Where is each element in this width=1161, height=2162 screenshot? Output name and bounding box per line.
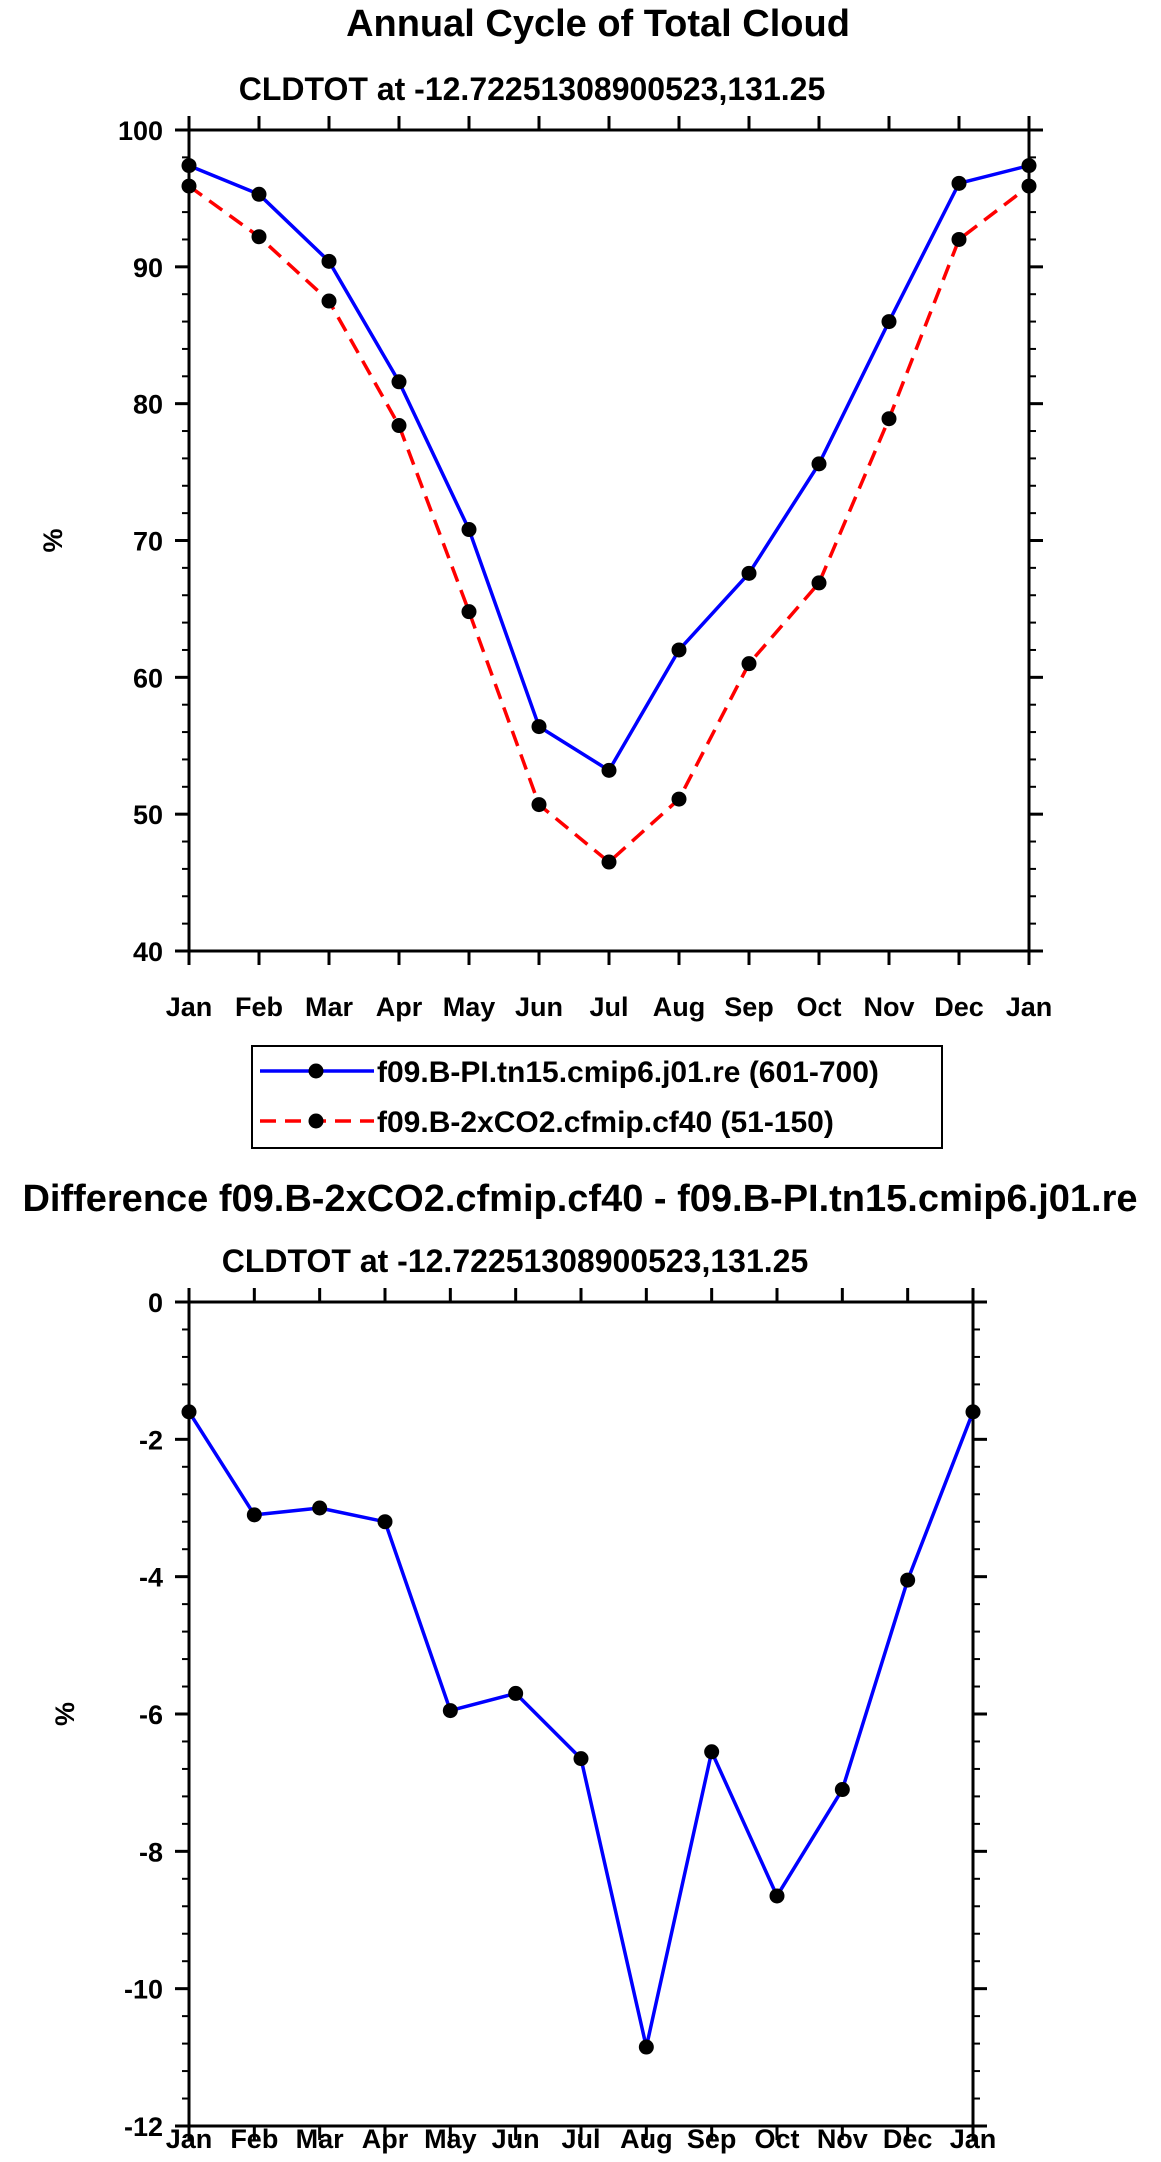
- y-tick-label: -6: [139, 1700, 163, 1730]
- data-point: [246, 1507, 262, 1523]
- data-point: [1021, 158, 1037, 174]
- x-tick-label: Sep: [687, 2124, 737, 2154]
- x-tick-label: Nov: [817, 2124, 868, 2154]
- y-tick-label: 0: [148, 1288, 163, 1318]
- x-tick-label: Jan: [1006, 992, 1053, 1022]
- data-point: [741, 565, 757, 581]
- data-point: [321, 253, 337, 269]
- y-tick-label: -12: [124, 2112, 163, 2142]
- y-tick-label: 100: [118, 116, 163, 146]
- y-tick-label: -10: [124, 1975, 163, 2005]
- chart-title: Annual Cycle of Total Cloud: [346, 3, 850, 45]
- data-point: [391, 418, 407, 434]
- data-point: [573, 1751, 589, 1767]
- series-line-2: [187, 184, 1031, 864]
- x-tick-label: Mar: [296, 2124, 345, 2154]
- series-line-1: [188, 163, 1030, 773]
- data-point: [834, 1782, 850, 1798]
- data-point: [601, 854, 617, 870]
- data-point: [251, 186, 267, 202]
- data-point: [461, 522, 477, 538]
- data-point: [531, 719, 547, 735]
- legend-marker: [308, 1113, 324, 1129]
- x-tick-label: Oct: [754, 2124, 799, 2154]
- series-line-1: [187, 1410, 975, 2049]
- x-tick-label: May: [424, 2124, 477, 2154]
- data-point: [811, 456, 827, 472]
- data-point: [391, 374, 407, 390]
- data-point: [811, 575, 827, 591]
- x-tick-label: Jan: [166, 2124, 213, 2154]
- y-tick-label: -2: [139, 1425, 163, 1455]
- y-tick-label: -8: [139, 1837, 163, 1867]
- plot-frame: [187, 128, 1031, 953]
- data-point: [251, 229, 267, 245]
- data-point: [377, 1514, 393, 1530]
- x-tick-label: Apr: [362, 2124, 409, 2154]
- x-tick-label: Oct: [796, 992, 841, 1022]
- y-tick-label: 90: [133, 253, 163, 283]
- chart-title: Difference f09.B-2xCO2.cfmip.cf40 - f09.…: [22, 1178, 1137, 1220]
- y-tick-label: 60: [133, 663, 163, 693]
- data-point: [881, 314, 897, 330]
- data-point: [181, 1404, 197, 1420]
- legend-marker: [308, 1063, 324, 1079]
- data-point: [1021, 178, 1037, 194]
- y-tick-label: 70: [133, 527, 163, 557]
- x-tick-label: Jan: [166, 992, 213, 1022]
- x-tick-label: Jun: [492, 2124, 540, 2154]
- x-tick-label: Aug: [620, 2124, 672, 2154]
- data-point: [442, 1703, 458, 1719]
- chart-subtitle: CLDTOT at -12.72251308900523,131.25: [222, 1243, 808, 1279]
- data-point: [769, 1888, 785, 1904]
- data-point: [704, 1744, 720, 1760]
- data-point: [601, 762, 617, 778]
- x-tick-label: Nov: [863, 992, 914, 1022]
- data-point: [951, 175, 967, 191]
- y-tick-label: 80: [133, 390, 163, 420]
- y-axis-label: %: [50, 1702, 80, 1726]
- y-axis-label: %: [38, 528, 68, 552]
- data-point: [181, 178, 197, 194]
- x-tick-label: Dec: [934, 992, 984, 1022]
- data-point: [181, 158, 197, 174]
- y-tick-label: 50: [133, 800, 163, 830]
- plot-frame: [187, 1300, 975, 2128]
- legend-label: f09.B-PI.tn15.cmip6.j01.re (601-700): [377, 1056, 879, 1089]
- data-point: [321, 293, 337, 309]
- x-tick-label: Jan: [950, 2124, 997, 2154]
- data-point: [508, 1685, 524, 1701]
- chart-2: Difference f09.B-2xCO2.cfmip.cf40 - f09.…: [22, 1178, 1137, 2154]
- x-tick-label: Jul: [589, 992, 628, 1022]
- data-point: [951, 231, 967, 247]
- data-point: [531, 797, 547, 813]
- x-tick-label: Jul: [561, 2124, 600, 2154]
- legend-label: f09.B-2xCO2.cfmip.cf40 (51-150): [377, 1106, 834, 1139]
- y-tick-label: 40: [133, 937, 163, 967]
- chart-subtitle: CLDTOT at -12.72251308900523,131.25: [239, 71, 825, 107]
- x-tick-label: Aug: [653, 992, 705, 1022]
- data-point: [965, 1404, 981, 1420]
- x-tick-label: Mar: [305, 992, 354, 1022]
- data-point: [900, 1572, 916, 1588]
- x-tick-label: Jun: [515, 992, 563, 1022]
- legend-box: [251, 1045, 943, 1149]
- x-tick-label: Dec: [883, 2124, 933, 2154]
- data-point: [671, 642, 687, 658]
- data-point: [312, 1500, 328, 1516]
- x-tick-label: May: [443, 992, 496, 1022]
- x-tick-label: Feb: [230, 2124, 278, 2154]
- data-point: [881, 411, 897, 427]
- y-tick-label: -4: [139, 1563, 163, 1593]
- data-point: [461, 604, 477, 620]
- data-point: [638, 2039, 654, 2055]
- x-tick-label: Sep: [724, 992, 774, 1022]
- data-point: [671, 791, 687, 807]
- data-point: [741, 656, 757, 672]
- x-tick-label: Apr: [376, 992, 423, 1022]
- chart-1: Annual Cycle of Total Cloud CLDTOT at -12…: [38, 3, 1053, 1149]
- x-tick-label: Feb: [235, 992, 283, 1022]
